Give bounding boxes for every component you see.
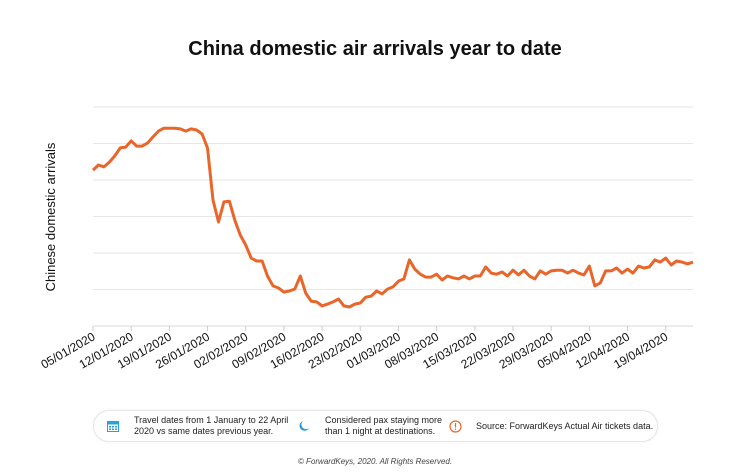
legend-item-source: Source: ForwardKeys Actual Air tickets d… [448, 411, 653, 441]
chart-title: China domestic air arrivals year to date [188, 38, 562, 60]
moon-icon [297, 419, 311, 433]
legend-text: Considered pax staying more [325, 415, 443, 425]
legend-text: 2020 vs same dates previous year. [134, 426, 274, 436]
line-chart: 05/01/202012/01/202019/01/202026/01/2020… [38, 106, 694, 372]
legend-item-dates: Travel dates from 1 January to 22 April 2… [106, 411, 288, 441]
legend-item-stay: Considered pax staying more than 1 night … [297, 411, 442, 441]
legend-text: than 1 night at destinations. [325, 426, 436, 436]
alert-icon [448, 419, 462, 433]
calendar-icon [106, 419, 120, 433]
legend-text: Source: ForwardKeys Actual Air tickets d… [476, 420, 654, 431]
y-axis-label: Chinese domestic arrivals [43, 142, 58, 291]
legend-box: Travel dates from 1 January to 22 April 2… [93, 410, 658, 442]
series-line [91, 126, 694, 309]
legend-text: Travel dates from 1 January to 22 April [134, 415, 289, 425]
copyright-footer: © ForwardKeys, 2020. All Rights Reserved… [297, 457, 453, 466]
